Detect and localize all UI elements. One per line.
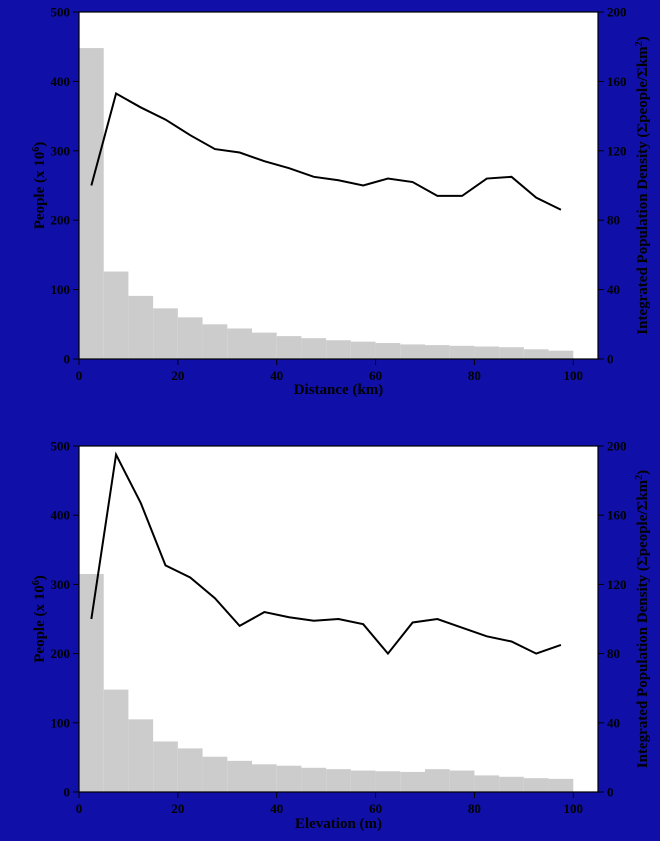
x-tick-label: 40 [270,801,283,816]
y2-axis-ticks: 0 40 80 120 160 200 [598,5,627,367]
x-tick-label: 80 [468,368,481,383]
histogram-bar [301,338,327,359]
histogram-bar [227,328,252,359]
y-tick-label: 500 [51,5,71,20]
histogram-bar [499,347,524,359]
x-tick-label: 0 [76,801,83,816]
y2-tick-label: 120 [607,577,627,592]
histogram-bar [425,345,450,359]
histogram-bar [252,332,277,359]
histogram-bar [474,346,500,359]
x-tick-label: 20 [171,368,184,383]
histogram-bar [79,48,104,360]
x-tick-label: 100 [564,368,584,383]
histogram-bar [103,271,129,359]
histogram-bar [103,689,129,792]
histogram-bar [153,741,178,792]
y2-tick-label: 200 [607,439,627,454]
x-tick-label: 80 [468,801,481,816]
y2-tick-label: 0 [607,352,614,367]
x-axis-label: Distance (km) [294,382,384,398]
y-tick-label: 100 [51,282,71,297]
histogram-bar [523,778,549,792]
histogram-bar [276,336,302,359]
y-axis-label: People (x 106) [31,142,49,229]
histogram-bar [523,349,549,359]
y-tick-label: 400 [51,74,71,89]
x-tick-label: 20 [171,801,184,816]
histogram-bar [400,344,425,359]
y2-tick-label: 80 [607,646,620,661]
y-tick-label: 200 [51,213,71,228]
y-tick-label: 100 [51,715,71,730]
y2-tick-label: 160 [607,508,627,523]
histogram-bar [474,775,500,792]
x-tick-label: 40 [270,368,283,383]
x-tick-label: 60 [369,368,382,383]
y2-tick-label: 80 [607,213,620,228]
histogram-bar [499,776,524,792]
y-tick-label: 400 [51,508,71,523]
histogram-bar [449,345,475,359]
density-line [90,451,562,656]
histogram-bar [177,748,203,792]
y-tick-label: 0 [64,352,71,367]
y2-tick-label: 0 [607,785,614,800]
histogram-bar [350,341,376,359]
plot-frame [78,11,599,360]
y2-axis-label: Integrated Population Density (Σpeople/Σ… [634,470,652,768]
histogram-bar [252,764,277,792]
y-axis-label: People (x 106) [31,575,49,662]
y2-tick-label: 40 [607,282,620,297]
histogram-bar [227,760,252,792]
histogram-bar [375,343,401,359]
x-axis-ticks: 0 20 40 60 80 100 [76,359,583,383]
y-axis-ticks: 0 100 200 300 400 500 [51,5,79,367]
y2-axis-label: Integrated Population Density (Σpeople/Σ… [634,36,652,334]
histogram-bars [79,574,574,792]
x-tick-label: 0 [76,368,83,383]
histogram-bar [449,770,475,792]
y-tick-label: 500 [51,439,71,454]
y2-tick-label: 40 [607,715,620,730]
x-axis-label: Elevation (m) [295,816,382,832]
plot-frame [78,445,599,793]
y-axis-ticks: 0 100 200 300 400 500 [51,439,79,800]
histogram-bar [79,574,104,792]
x-axis-ticks: 0 20 40 60 80 100 [76,792,583,816]
histogram-bar [326,769,351,792]
histogram-bar [548,778,574,792]
chart-panel-distance: 0 20 40 60 80 100 0 100 200 300 400 500 0 40 80 120 16… [31,5,652,399]
histogram-bar [350,770,376,792]
histogram-bar [202,324,228,359]
y-tick-label: 200 [51,646,71,661]
histogram-bar [153,308,178,359]
histogram-bar [400,771,425,792]
histogram-bar [425,769,450,792]
histogram-bars [79,48,574,360]
chart-panel-elevation: 0 20 40 60 80 100 0 100 200 300 400 500 0 40 80 120 16… [31,439,652,833]
histogram-bar [177,317,203,359]
histogram-bar [326,340,351,359]
y-tick-label: 300 [51,577,71,592]
histogram-bar [301,767,327,792]
density-line [90,92,562,211]
y-tick-label: 300 [51,143,71,158]
histogram-bar [548,350,574,359]
y2-tick-label: 160 [607,74,627,89]
histogram-bar [128,719,154,792]
x-tick-label: 60 [369,801,382,816]
histogram-bar [375,771,401,792]
y-tick-label: 0 [64,785,71,800]
y2-tick-label: 120 [607,143,627,158]
x-tick-label: 100 [564,801,584,816]
y2-tick-label: 200 [607,5,627,20]
histogram-bar [128,295,154,359]
histogram-bar [276,765,302,792]
histogram-bar [202,756,228,792]
plot-area [79,12,598,359]
y2-axis-ticks: 0 40 80 120 160 200 [598,439,627,800]
